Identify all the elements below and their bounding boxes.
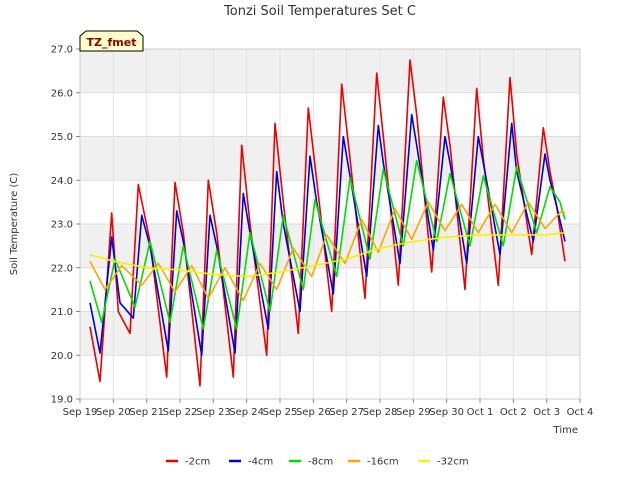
series-line-4cmcm xyxy=(89,113,566,357)
plot-band xyxy=(80,311,580,356)
series-line-8cmcm xyxy=(89,159,566,330)
x-tick-label: Sep 28 xyxy=(363,407,398,418)
annotation-tag: TZ_fmet xyxy=(79,30,144,52)
legend-item: -2cm xyxy=(166,457,210,468)
x-axis-label: Time xyxy=(553,425,578,436)
x-tick-label: Sep 27 xyxy=(329,407,364,418)
y-tick-label: 19.0 xyxy=(51,395,73,406)
x-tick-label: Sep 29 xyxy=(396,407,431,418)
x-tick-label: Sep 26 xyxy=(296,407,331,418)
series-layer xyxy=(89,59,566,387)
legend-item: -32cm xyxy=(418,457,469,468)
x-tick-label: Sep 21 xyxy=(129,407,164,418)
x-tick-label: Sep 24 xyxy=(229,407,264,418)
chart-title: Tonzi Soil Temperatures Set C xyxy=(223,4,416,19)
legend-item: -16cm xyxy=(348,457,399,468)
x-tick-label: Oct 2 xyxy=(500,407,527,418)
x-tick-label: Oct 4 xyxy=(567,407,594,418)
plot-band xyxy=(80,136,580,181)
legend-label: -32cm xyxy=(437,457,469,468)
y-tick-label: 21.0 xyxy=(51,307,73,318)
legend-label: -2cm xyxy=(185,457,210,468)
series-line-32cmcm xyxy=(89,231,566,278)
y-tick-label: 25.0 xyxy=(51,132,73,143)
x-tick-label: Oct 1 xyxy=(467,407,494,418)
y-axis-label: Soil Temperature (C) xyxy=(9,173,20,276)
y-tick-label: 26.0 xyxy=(51,88,73,99)
y-tick-label: 22.0 xyxy=(51,263,73,274)
x-tick-label: Sep 23 xyxy=(196,407,231,418)
plot-band xyxy=(80,49,580,93)
series-line-16cmcm xyxy=(89,201,566,302)
plot-band xyxy=(80,224,580,268)
x-tick-label: Sep 19 xyxy=(63,407,98,418)
legend-item: -4cm xyxy=(229,457,273,468)
annotation-tag-text: TZ_fmet xyxy=(87,36,137,49)
x-tick-label: Sep 30 xyxy=(429,407,464,418)
axes: 19.0 20.0 21.0 22.0 23.0 24.0 25.0 26.0 27.0 Sep … xyxy=(51,45,594,419)
legend-item: -8cm xyxy=(289,457,333,468)
x-tick-label: Sep 25 xyxy=(263,407,298,418)
legend: -2cm -4cm -8cm -16cm -32cm xyxy=(166,457,469,468)
x-tick-label: Oct 3 xyxy=(533,407,560,418)
y-tick-label: 23.0 xyxy=(51,220,73,231)
x-tick-label: Sep 22 xyxy=(163,407,198,418)
y-tick-label: 20.0 xyxy=(51,351,73,362)
legend-label: -8cm xyxy=(308,457,333,468)
x-tick-label: Sep 20 xyxy=(96,407,131,418)
legend-label: -4cm xyxy=(248,457,273,468)
legend-label: -16cm xyxy=(367,457,399,468)
y-tick-label: 24.0 xyxy=(51,176,73,187)
series-line-2cmcm xyxy=(89,59,566,387)
y-tick-label: 27.0 xyxy=(51,45,73,56)
